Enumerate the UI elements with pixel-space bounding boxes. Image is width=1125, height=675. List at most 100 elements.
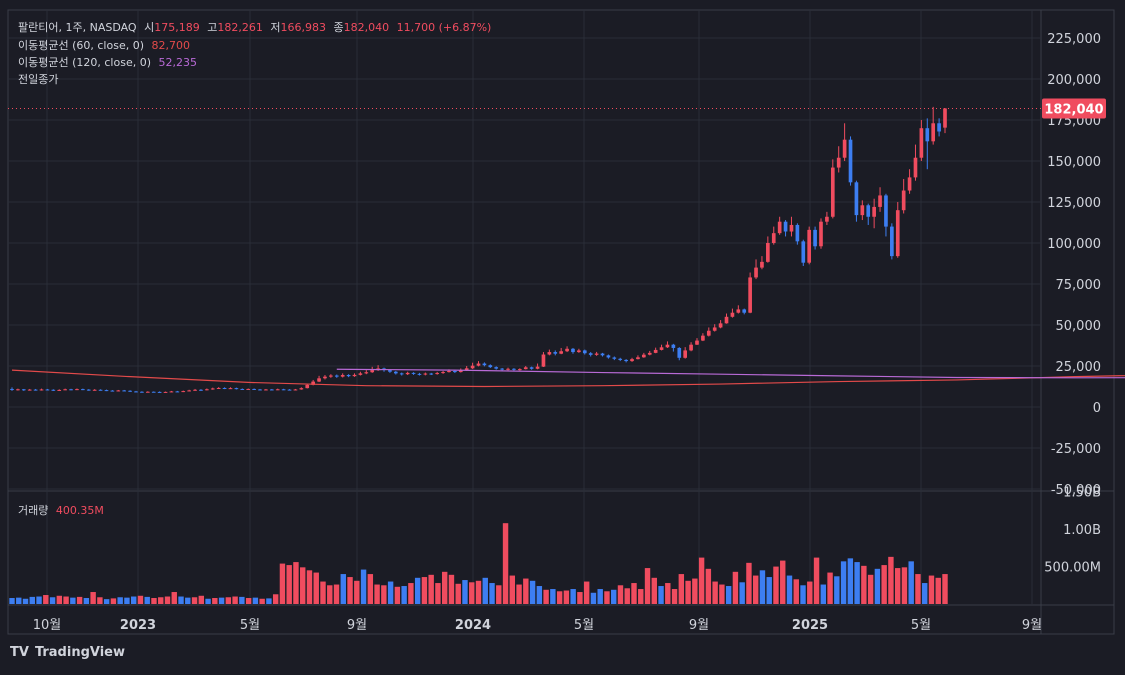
volume-bar[interactable] <box>218 597 225 604</box>
candle-body[interactable] <box>890 226 894 257</box>
candle-body[interactable] <box>488 365 493 368</box>
candle-body[interactable] <box>854 182 859 216</box>
volume-bar[interactable] <box>651 577 657 604</box>
volume-bar[interactable] <box>191 597 198 604</box>
volume-bar[interactable] <box>901 567 908 604</box>
candle-body[interactable] <box>636 357 640 360</box>
volume-bar[interactable] <box>320 581 326 604</box>
volume-bar[interactable] <box>448 574 455 604</box>
volume-bar[interactable] <box>550 589 556 604</box>
volume-bar[interactable] <box>894 568 901 604</box>
candle-body[interactable] <box>92 389 97 391</box>
volume-bar[interactable] <box>604 591 610 604</box>
candle-body[interactable] <box>807 229 812 263</box>
volume-bar[interactable] <box>827 572 833 604</box>
candle-body[interactable] <box>506 368 510 370</box>
volume-bar[interactable] <box>881 565 887 604</box>
volume-bar[interactable] <box>9 598 15 604</box>
volume-bar[interactable] <box>766 577 772 604</box>
volume-bar[interactable] <box>63 596 69 604</box>
volume-bar[interactable] <box>245 598 252 604</box>
candle-body[interactable] <box>789 224 794 232</box>
volume-bar[interactable] <box>414 577 421 604</box>
volume-bar[interactable] <box>793 579 799 604</box>
candle-body[interactable] <box>323 376 327 379</box>
volume-bar[interactable] <box>780 560 786 604</box>
volume-bar[interactable] <box>130 596 137 604</box>
volume-bar[interactable] <box>300 567 306 604</box>
candle-body[interactable] <box>659 347 664 350</box>
volume-bar[interactable] <box>529 580 536 604</box>
candle-body[interactable] <box>830 167 835 217</box>
candle-body[interactable] <box>340 375 345 377</box>
volume-bar[interactable] <box>387 581 394 604</box>
volume-bar[interactable] <box>692 578 698 604</box>
candle-body[interactable] <box>27 389 32 391</box>
candle-body[interactable] <box>216 387 221 389</box>
candle-body[interactable] <box>75 389 79 391</box>
candle-body[interactable] <box>228 388 233 390</box>
volume-bar[interactable] <box>915 574 921 604</box>
volume-bar[interactable] <box>536 586 543 604</box>
candle-body[interactable] <box>860 205 865 216</box>
candle-body[interactable] <box>724 316 729 324</box>
candle-body[interactable] <box>399 373 404 375</box>
candle-body[interactable] <box>919 128 924 158</box>
candle-body[interactable] <box>51 389 56 391</box>
volume-bar[interactable] <box>164 596 171 604</box>
candle-body[interactable] <box>712 327 717 331</box>
candle-body[interactable] <box>210 388 215 390</box>
volume-bar[interactable] <box>482 577 488 604</box>
volume-bar[interactable] <box>354 580 360 604</box>
volume-bar[interactable] <box>286 565 292 604</box>
volume-bar[interactable] <box>577 592 583 604</box>
volume-bar[interactable] <box>942 574 948 604</box>
candle-body[interactable] <box>358 373 363 375</box>
volume-bar[interactable] <box>570 589 576 604</box>
volume-bar[interactable] <box>90 592 96 604</box>
candle-body[interactable] <box>701 335 705 341</box>
volume-bar[interactable] <box>259 598 265 604</box>
candle-body[interactable] <box>281 389 286 391</box>
volume-bar[interactable] <box>671 589 678 604</box>
volume-bar[interactable] <box>171 592 177 604</box>
volume-bar[interactable] <box>475 580 482 604</box>
volume-bar[interactable] <box>428 574 434 604</box>
volume-bar[interactable] <box>516 584 522 604</box>
candle-body[interactable] <box>582 350 587 354</box>
candle-body[interactable] <box>258 389 262 391</box>
volume-bar[interactable] <box>800 585 806 604</box>
candle-body[interactable] <box>187 390 191 392</box>
candle-body[interactable] <box>411 372 416 374</box>
volume-bar[interactable] <box>665 583 671 604</box>
candle-body[interactable] <box>777 221 782 234</box>
candle-body[interactable] <box>866 205 871 217</box>
volume-bar[interactable] <box>333 584 340 604</box>
candle-body[interactable] <box>45 389 50 391</box>
candle-body[interactable] <box>647 352 652 355</box>
volume-bar[interactable] <box>678 574 685 604</box>
volume-bar[interactable] <box>232 596 238 604</box>
volume-bar[interactable] <box>272 594 279 604</box>
volume-bar[interactable] <box>36 596 42 604</box>
candle-body[interactable] <box>825 216 829 222</box>
candle-body[interactable] <box>10 388 14 390</box>
volume-bar[interactable] <box>469 582 475 604</box>
candle-body[interactable] <box>163 391 168 393</box>
volume-bar[interactable] <box>56 595 63 604</box>
candle-body[interactable] <box>305 384 310 389</box>
candle-body[interactable] <box>624 359 628 362</box>
volume-bar[interactable] <box>360 569 367 604</box>
candle-body[interactable] <box>435 373 439 375</box>
volume-bar[interactable] <box>597 589 603 604</box>
candle-body[interactable] <box>677 347 682 358</box>
volume-bar[interactable] <box>462 580 468 604</box>
candle-body[interactable] <box>901 190 906 211</box>
volume-bar[interactable] <box>496 585 502 604</box>
volume-bar[interactable] <box>719 584 725 604</box>
volume-bar[interactable] <box>813 557 820 604</box>
volume-bar[interactable] <box>225 597 232 604</box>
volume-bar[interactable] <box>935 577 941 604</box>
volume-bar[interactable] <box>556 591 563 604</box>
